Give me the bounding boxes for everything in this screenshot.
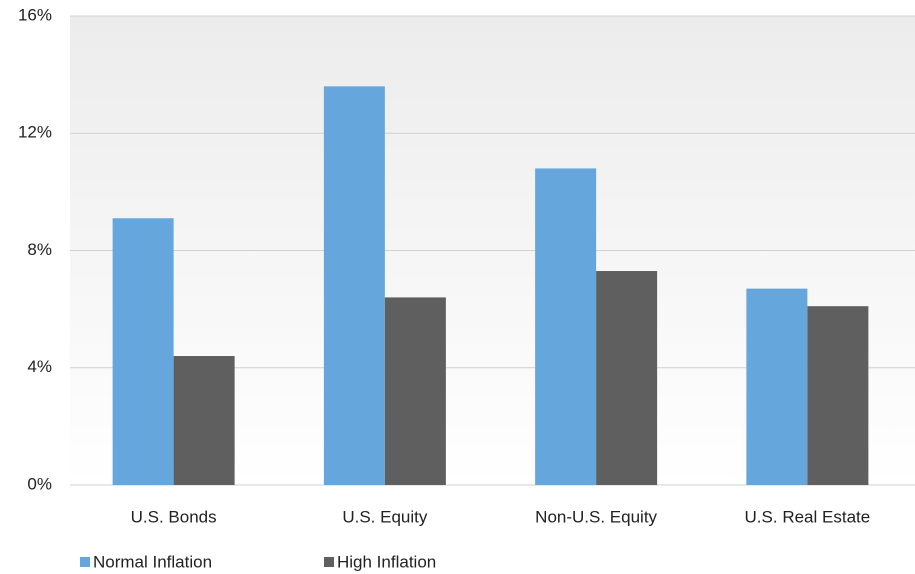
bar bbox=[535, 168, 597, 486]
bar bbox=[807, 306, 869, 485]
y-tick-label: 12% bbox=[18, 123, 52, 142]
legend-swatch bbox=[80, 557, 90, 567]
x-tick-label: U.S. Equity bbox=[342, 507, 428, 526]
legend-label: High Inflation bbox=[337, 552, 436, 571]
y-tick-label: 4% bbox=[27, 357, 52, 376]
bar bbox=[596, 271, 658, 485]
bar bbox=[746, 288, 808, 485]
bar bbox=[323, 86, 385, 485]
x-tick-label: U.S. Real Estate bbox=[745, 507, 871, 526]
bar bbox=[112, 218, 174, 485]
bar bbox=[173, 356, 235, 485]
legend-swatch bbox=[324, 557, 334, 567]
y-tick-label: 0% bbox=[27, 474, 52, 493]
y-tick-label: 16% bbox=[18, 5, 52, 24]
x-tick-label: U.S. Bonds bbox=[131, 507, 217, 526]
legend-label: Normal Inflation bbox=[93, 552, 212, 571]
y-tick-label: 8% bbox=[27, 240, 52, 259]
x-tick-label: Non-U.S. Equity bbox=[535, 507, 657, 526]
bar bbox=[384, 297, 446, 485]
